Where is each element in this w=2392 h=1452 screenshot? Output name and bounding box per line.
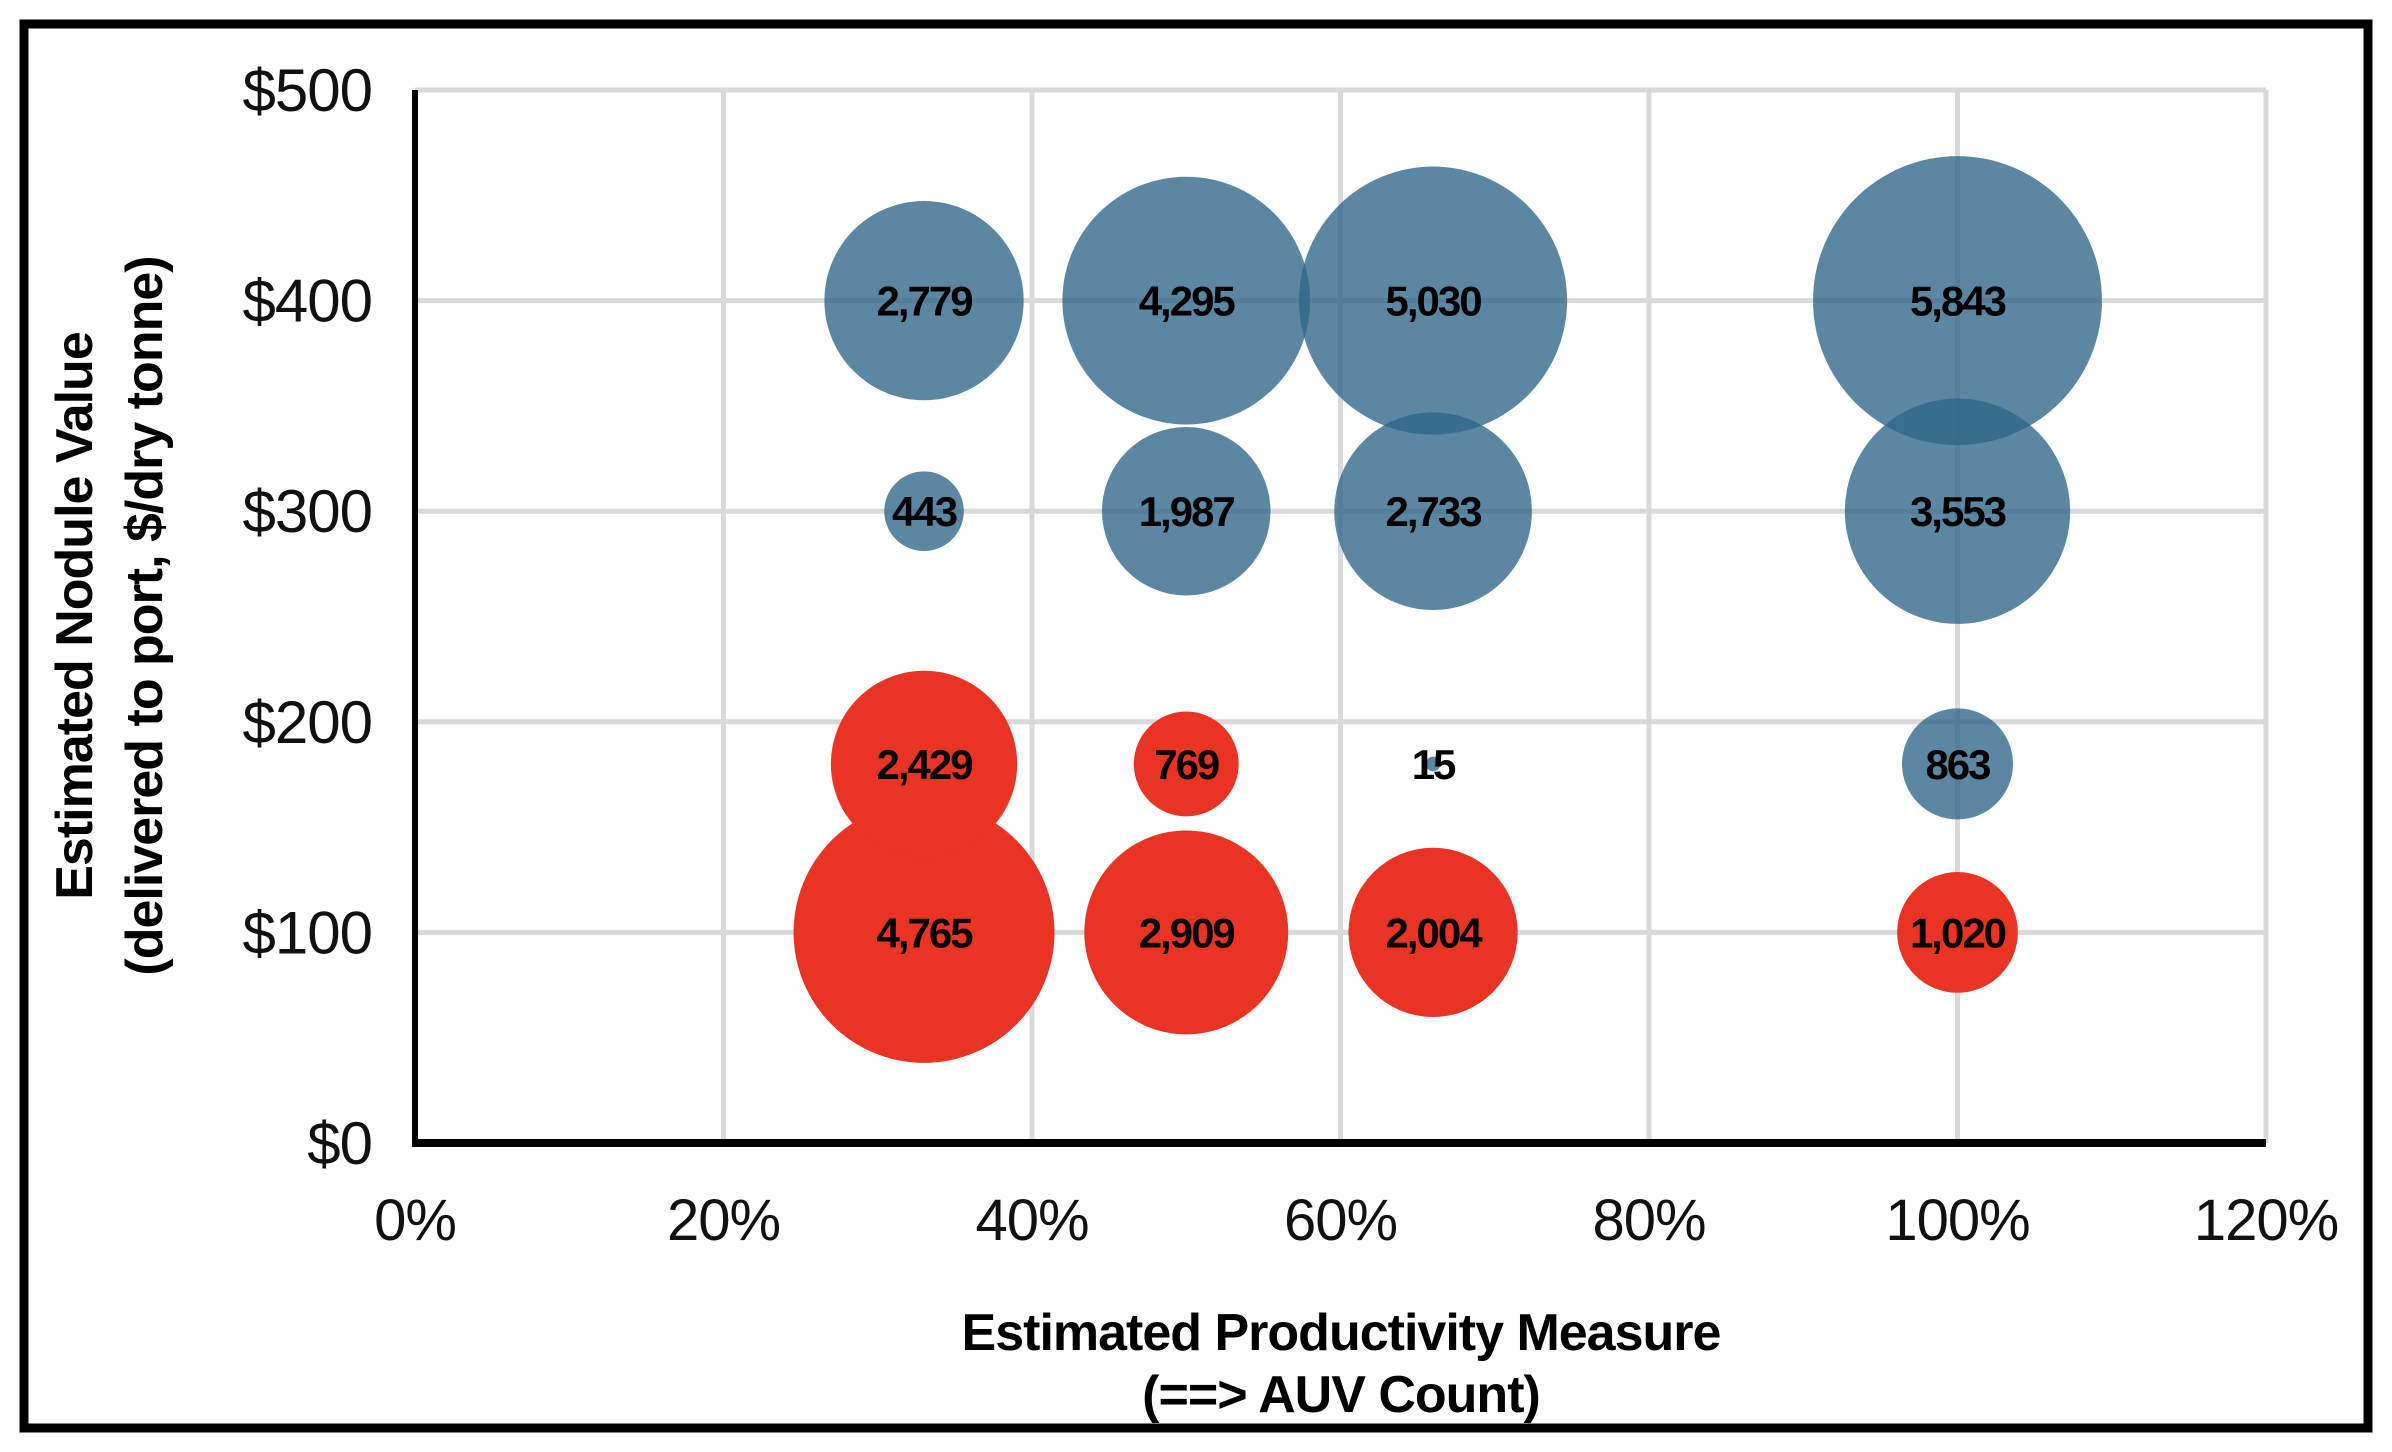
bubbles — [793, 156, 2102, 1063]
y-tick-500: $500 — [243, 57, 372, 124]
bubble-label-1020: 1,020 — [1910, 909, 2006, 956]
bubble-5030 — [1299, 166, 1568, 435]
x-tick-20: 20% — [667, 1188, 780, 1253]
x-tick-40: 40% — [975, 1188, 1088, 1253]
x-axis-title-line-2: (==> AUV Count) — [1142, 1366, 1540, 1424]
bubble-4765 — [793, 801, 1055, 1063]
bubble-2733 — [1334, 412, 1532, 611]
tick-labels: $0 $100 $200 $300 $400 $500 0% 20% 40% 60% 80% 100%… — [243, 57, 2340, 1253]
bubble-label-2779: 2,779 — [876, 278, 972, 325]
bubble-1020 — [1897, 872, 2018, 993]
bubble-label-2733: 2,733 — [1385, 488, 1481, 535]
x-tick-60: 60% — [1284, 1188, 1397, 1253]
bubble-15 — [1425, 756, 1441, 772]
bubble-2779 — [824, 200, 1024, 401]
bubble-443 — [884, 471, 964, 551]
bubble-2429 — [830, 670, 1018, 858]
x-axis-title-line-1: Estimated Productivity Measure — [962, 1304, 1721, 1362]
axes — [412, 90, 2266, 1147]
y-axis-title-line-2: (delivered to port, $/dry tonne) — [116, 256, 174, 975]
y-tick-100: $100 — [243, 899, 372, 966]
bubble-label-1987: 1,987 — [1139, 488, 1235, 535]
bubble-label-2909: 2,909 — [1139, 909, 1235, 956]
bubble-label-443: 443 — [892, 488, 957, 535]
bubble-769 — [1133, 711, 1239, 817]
bubble-label-2004: 2,004 — [1385, 909, 1483, 956]
bubble-label-5030: 5,030 — [1385, 278, 1481, 325]
bubble-label-863: 863 — [1925, 741, 1990, 788]
bubble-4295 — [1062, 176, 1311, 425]
bubble-label-4295: 4,295 — [1139, 278, 1236, 325]
bubble-3553 — [1844, 398, 2071, 624]
x-tick-0: 0% — [374, 1188, 456, 1253]
bubble-label-769: 769 — [1154, 741, 1219, 788]
bubble-2909 — [1084, 830, 1289, 1035]
figure-border — [19, 19, 2373, 1433]
x-tick-80: 80% — [1592, 1188, 1705, 1253]
y-tick-200: $200 — [243, 689, 372, 756]
bubble-label-15: 15 — [1412, 741, 1456, 788]
bubble-2004 — [1348, 847, 1518, 1018]
x-tick-100: 100% — [1885, 1188, 2029, 1253]
y-tick-300: $300 — [243, 478, 372, 545]
bubble-label-4765: 4,765 — [876, 909, 973, 956]
y-tick-0: $0 — [307, 1110, 372, 1177]
data-labels: 5,843 5,030 4,765 4,295 3,553 2,909 2,779 2,733… — [876, 278, 2007, 957]
y-tick-400: $400 — [243, 268, 372, 335]
y-axis-title-line-1: Estimated Nodule Value — [46, 332, 104, 900]
bubble-863 — [1901, 708, 2014, 820]
bubble-label-5843: 5,843 — [1910, 278, 2006, 325]
bubble-1987 — [1102, 426, 1271, 596]
x-tick-120: 120% — [2194, 1188, 2338, 1253]
bubble-label-2429: 2,429 — [876, 741, 972, 788]
bubble-label-3553: 3,553 — [1910, 488, 2006, 535]
bubble-5843 — [1813, 156, 2102, 446]
